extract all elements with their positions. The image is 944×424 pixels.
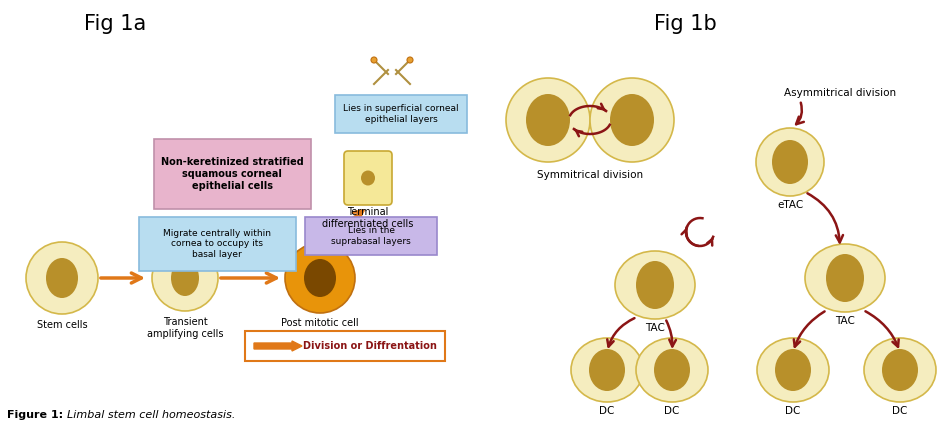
Text: Non-keretinized stratified
squamous corneal
epithelial cells: Non-keretinized stratified squamous corn… xyxy=(160,157,303,191)
Ellipse shape xyxy=(771,140,807,184)
FancyBboxPatch shape xyxy=(334,95,466,133)
Text: Migrate centrally within
cornea to occupy its
basal layer: Migrate centrally within cornea to occup… xyxy=(162,229,271,259)
Ellipse shape xyxy=(26,242,98,314)
Ellipse shape xyxy=(371,57,377,63)
Ellipse shape xyxy=(756,338,828,402)
Text: Lies in superficial corneal
epithelial layers: Lies in superficial corneal epithelial l… xyxy=(343,104,459,124)
FancyBboxPatch shape xyxy=(244,331,445,361)
Ellipse shape xyxy=(615,251,694,319)
Ellipse shape xyxy=(46,258,78,298)
Ellipse shape xyxy=(804,244,885,312)
Ellipse shape xyxy=(881,349,917,391)
Text: Post mitotic cell: Post mitotic cell xyxy=(281,318,359,328)
Ellipse shape xyxy=(285,243,355,313)
Text: Lies in the
suprabasal layers: Lies in the suprabasal layers xyxy=(330,226,411,245)
Ellipse shape xyxy=(588,349,624,391)
FancyBboxPatch shape xyxy=(305,217,436,255)
Ellipse shape xyxy=(407,57,413,63)
Text: Fig 1a: Fig 1a xyxy=(84,14,146,34)
Ellipse shape xyxy=(825,254,863,302)
Ellipse shape xyxy=(635,338,707,402)
Ellipse shape xyxy=(171,260,199,296)
FancyBboxPatch shape xyxy=(139,217,295,271)
Text: TAC: TAC xyxy=(645,323,665,333)
Text: Symmitrical division: Symmitrical division xyxy=(536,170,642,180)
Ellipse shape xyxy=(526,94,569,146)
Text: DC: DC xyxy=(784,406,800,416)
Text: Division or Diffrentation: Division or Diffrentation xyxy=(303,341,436,351)
Ellipse shape xyxy=(863,338,935,402)
Ellipse shape xyxy=(589,78,673,162)
Ellipse shape xyxy=(304,259,336,297)
Ellipse shape xyxy=(570,338,642,402)
Ellipse shape xyxy=(152,245,218,311)
Text: Transient
amplifying cells: Transient amplifying cells xyxy=(146,317,223,339)
FancyBboxPatch shape xyxy=(344,151,392,205)
Text: Asymmitrical division: Asymmitrical division xyxy=(784,88,895,98)
Text: Limbal stem cell homeostasis.: Limbal stem cell homeostasis. xyxy=(67,410,235,420)
Text: DC: DC xyxy=(891,406,907,416)
Ellipse shape xyxy=(361,170,375,186)
Ellipse shape xyxy=(774,349,810,391)
FancyBboxPatch shape xyxy=(154,139,311,209)
Ellipse shape xyxy=(610,94,653,146)
Text: Terminal
differentiated cells: Terminal differentiated cells xyxy=(322,207,413,229)
Text: Figure 1:: Figure 1: xyxy=(7,410,63,420)
Text: Stem cells: Stem cells xyxy=(37,320,87,330)
FancyArrow shape xyxy=(254,341,302,351)
Text: DC: DC xyxy=(664,406,679,416)
Text: Fig 1b: Fig 1b xyxy=(653,14,716,34)
Ellipse shape xyxy=(505,78,589,162)
Text: eTAC: eTAC xyxy=(776,200,802,210)
Ellipse shape xyxy=(653,349,689,391)
Ellipse shape xyxy=(755,128,823,196)
Text: TAC: TAC xyxy=(834,316,854,326)
Text: DC: DC xyxy=(598,406,614,416)
Ellipse shape xyxy=(635,261,673,309)
